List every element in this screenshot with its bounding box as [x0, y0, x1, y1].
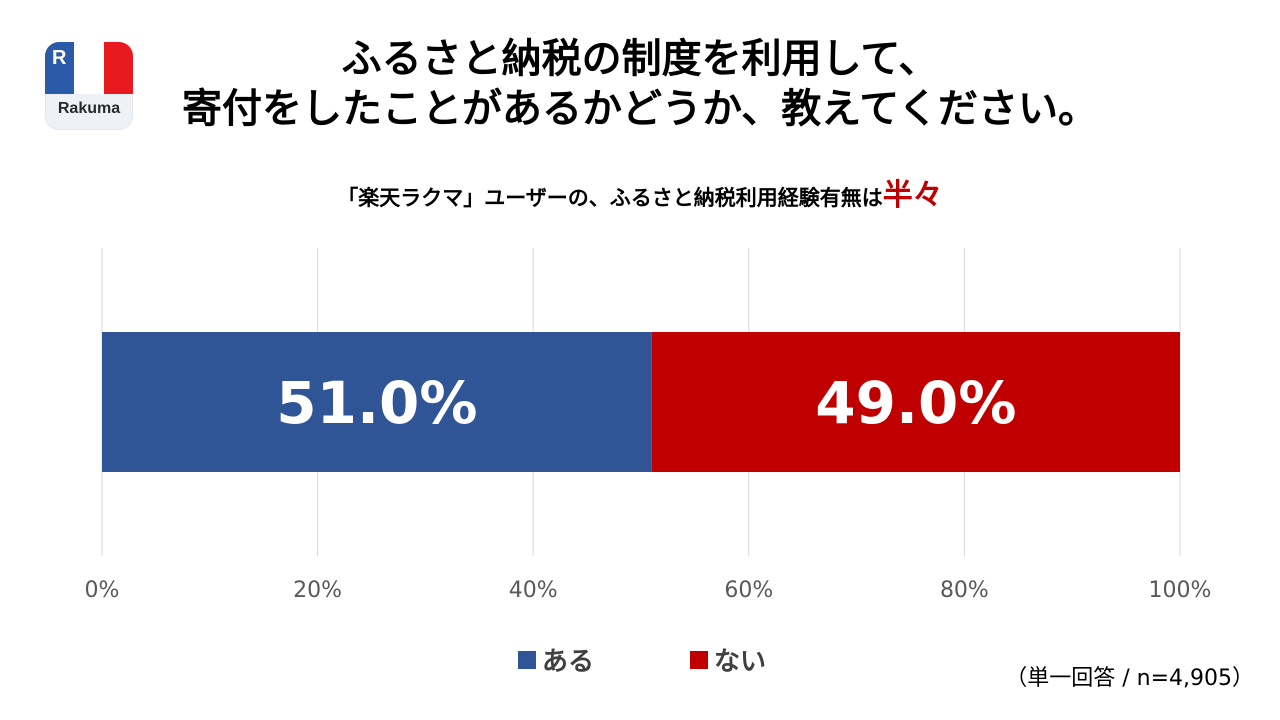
- x-tick-label-80: 80%: [940, 578, 989, 603]
- legend-label-2: ない: [714, 647, 766, 677]
- legend-swatch-2: [690, 651, 708, 669]
- logo-mark: R: [52, 47, 67, 69]
- x-tick-label-40: 40%: [509, 578, 558, 603]
- x-tick-label-20: 20%: [293, 578, 342, 603]
- x-tick-label-100: 100%: [1149, 578, 1212, 603]
- legend-swatch-1: [518, 651, 536, 669]
- logo-text: Rakuma: [57, 100, 121, 117]
- sample-footnote: （単一回答 / n=4,905）: [1005, 666, 1254, 691]
- bar-segment-1: [102, 332, 652, 472]
- title-line-1: ふるさと納税の制度を利用して、: [341, 36, 939, 82]
- subtitle-text: 「楽天ラクマ」ユーザーの、ふるさと納税利用経験有無は: [337, 186, 883, 210]
- rakuma-logo: R Rakuma: [45, 42, 133, 130]
- legend-label-1: ある: [542, 647, 594, 677]
- bar-segment-2: [651, 332, 1180, 472]
- x-tick-label-60: 60%: [724, 578, 773, 603]
- data-label-2: 49.0%: [815, 369, 1016, 437]
- flag-icon: [45, 42, 133, 94]
- data-label-1: 51.0%: [276, 369, 477, 437]
- x-tick-label-0: 0%: [85, 578, 120, 603]
- chart-subtitle: 「楽天ラクマ」ユーザーの、ふるさと納税利用経験有無は半々: [0, 178, 1280, 216]
- subtitle-highlight: 半々: [882, 178, 943, 213]
- page-title: ふるさと納税の制度を利用して、 寄付をしたことがあるかどうか、教えてください。: [140, 34, 1140, 134]
- title-line-2: 寄付をしたことがあるかどうか、教えてください。: [182, 86, 1098, 132]
